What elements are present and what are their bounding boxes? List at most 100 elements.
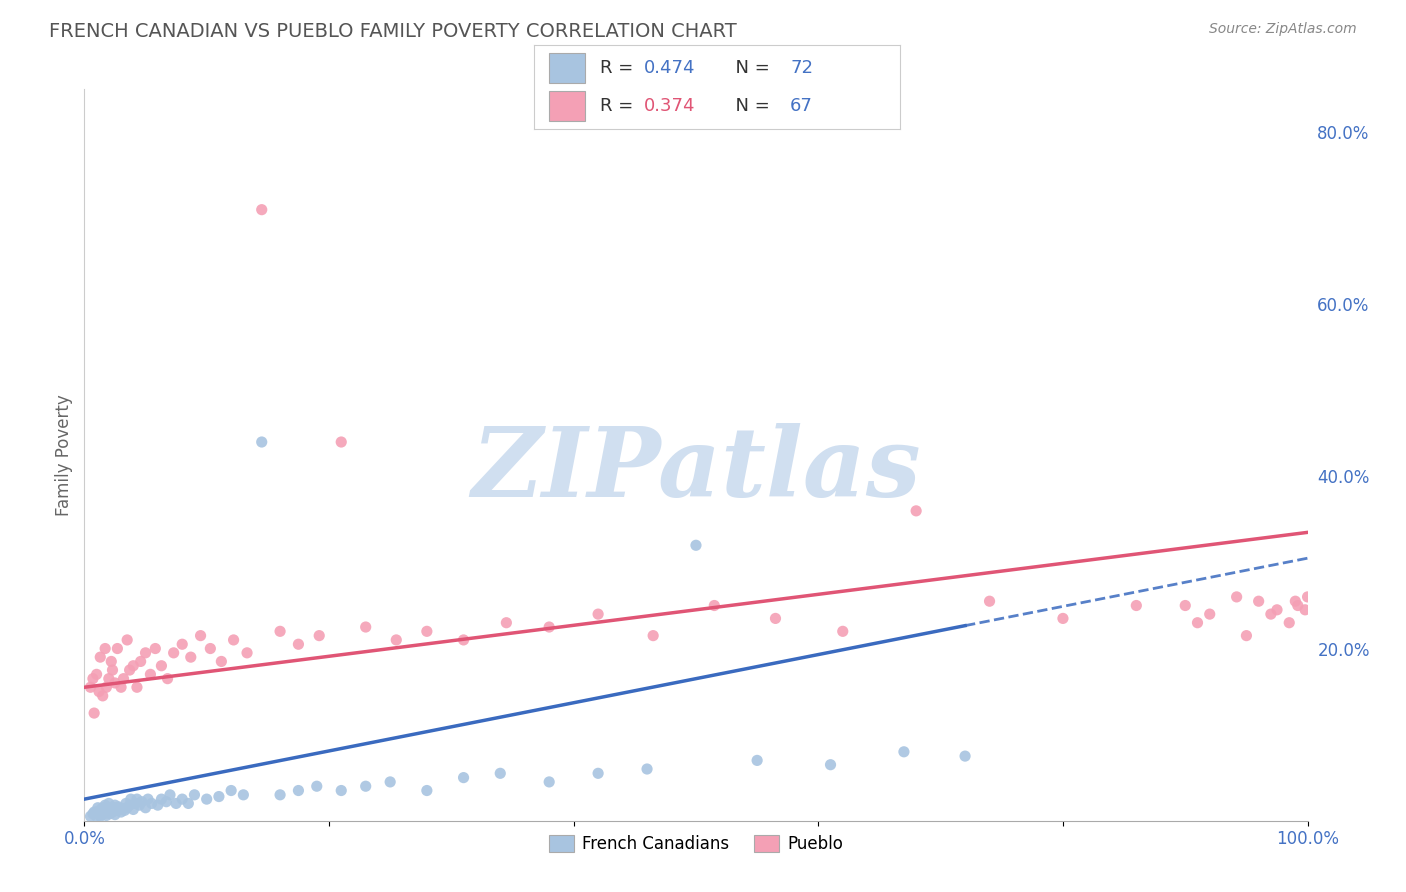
Text: ZIPatlas: ZIPatlas [471,423,921,516]
Text: R =: R = [600,59,640,77]
Text: N =: N = [724,59,776,77]
Point [163,646,186,660]
Point [905,504,928,518]
Point [155,795,177,809]
Point [1294,603,1316,617]
Point [354,779,377,793]
Point [97,801,120,815]
Point [115,797,138,811]
Point [269,624,291,639]
Point [1198,607,1220,621]
Point [139,667,162,681]
Point [150,658,173,673]
Point [1260,607,1282,621]
Point [104,798,127,813]
Point [1236,629,1258,643]
Point [1278,615,1301,630]
Point [122,802,145,816]
Point [105,641,128,656]
Point [200,641,222,656]
Point [91,805,114,819]
Point [979,594,1001,608]
Point [129,655,152,669]
Point [100,802,122,816]
Point [222,632,245,647]
Point [87,801,110,815]
Point [385,632,408,647]
Point [1052,611,1074,625]
Point [141,797,163,811]
Point [1226,590,1249,604]
Point [219,783,242,797]
Point [305,779,328,793]
Point [110,805,132,819]
Point [953,749,976,764]
Point [82,672,104,686]
Text: 67: 67 [790,97,813,115]
Point [115,632,138,647]
Point [89,650,111,665]
Point [128,798,150,813]
Point [135,646,157,660]
Text: 72: 72 [790,59,813,77]
Point [636,762,658,776]
Point [125,797,148,811]
Text: Source: ZipAtlas.com: Source: ZipAtlas.com [1209,22,1357,37]
Point [87,684,110,698]
Point [1286,599,1309,613]
Point [118,663,141,677]
Point [287,637,309,651]
Point [330,435,353,450]
Point [416,783,439,797]
Point [94,803,117,817]
Point [150,792,173,806]
Point [172,637,194,651]
Point [180,650,202,665]
Point [236,646,259,660]
Bar [548,54,585,83]
Point [97,797,120,811]
Point [79,680,101,694]
Point [114,803,136,817]
Point [269,788,291,802]
Point [380,775,402,789]
Point [1125,599,1147,613]
Point [159,788,181,802]
Point [820,757,842,772]
Point [1296,590,1319,604]
Point [97,672,120,686]
Point [1265,603,1288,617]
Point [489,766,512,780]
Point [94,798,117,813]
Text: R =: R = [600,97,640,115]
Point [91,801,114,815]
Point [143,641,166,656]
Point [89,803,111,817]
Point [104,676,127,690]
Point [94,641,117,656]
Text: FRENCH CANADIAN VS PUEBLO FAMILY POVERTY CORRELATION CHART: FRENCH CANADIAN VS PUEBLO FAMILY POVERTY… [49,22,737,41]
Point [100,655,122,669]
Point [643,629,665,643]
Point [703,599,725,613]
Point [156,672,179,686]
Point [208,789,231,804]
Y-axis label: Family Poverty: Family Poverty [55,394,73,516]
Point [136,792,159,806]
Point [209,655,232,669]
Point [83,805,105,819]
Point [586,607,609,621]
Point [96,808,118,822]
Legend: French Canadians, Pueblo: French Canadians, Pueblo [541,829,851,860]
Point [416,624,439,639]
Point [79,809,101,823]
Point [112,672,135,686]
Point [747,753,769,767]
Point [120,792,142,806]
Point [146,798,169,813]
Point [538,775,561,789]
Point [96,680,118,694]
Point [83,706,105,720]
Point [1174,599,1197,613]
Point [86,809,108,823]
